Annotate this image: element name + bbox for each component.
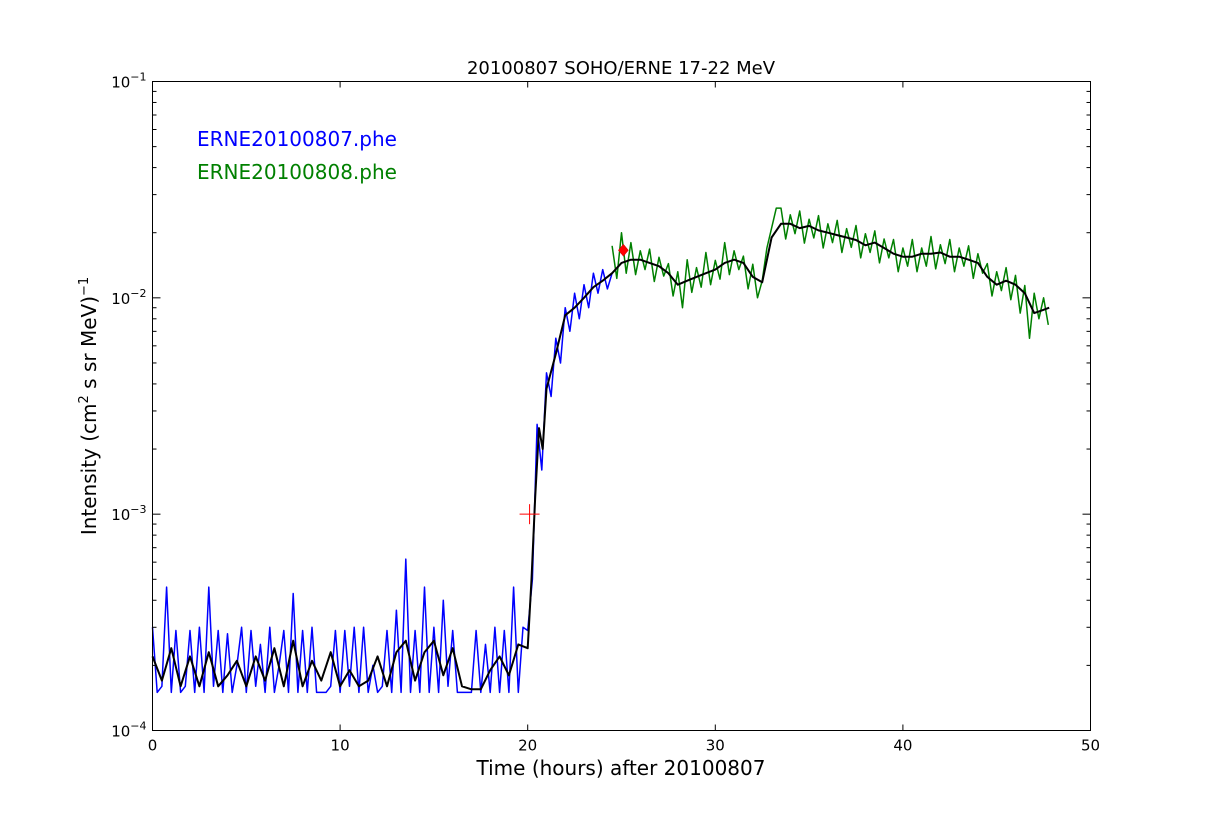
y-tick-base: 10 bbox=[111, 506, 130, 524]
legend-entry-erne20100807: ERNE20100807.phe bbox=[197, 127, 397, 151]
onset-cross-marker bbox=[519, 504, 540, 525]
plot-area bbox=[151, 207, 1050, 694]
x-tick-label: 20 bbox=[518, 737, 537, 755]
plot-frame bbox=[152, 81, 1091, 731]
y-tick-base: 10 bbox=[111, 723, 130, 741]
y-tick-label: 10−4 bbox=[111, 720, 146, 741]
y-axis-label-sup: 2 bbox=[77, 395, 92, 403]
y-axis-label-sup2: −1 bbox=[77, 277, 92, 296]
y-tick-label: 10−1 bbox=[111, 71, 146, 92]
x-tick-label: 40 bbox=[893, 737, 912, 755]
series-erne20100807-line bbox=[151, 268, 613, 694]
x-tick-label: 30 bbox=[706, 737, 725, 755]
y-tick-exp: −3 bbox=[130, 503, 146, 516]
series-smoothed-line bbox=[151, 222, 1050, 691]
x-axis-label: Time (hours) after 20100807 bbox=[476, 756, 766, 780]
y-tick-exp: −4 bbox=[130, 720, 146, 733]
y-tick-exp: −2 bbox=[130, 287, 146, 300]
x-tick-label: 50 bbox=[1081, 737, 1100, 755]
x-tick-label: 10 bbox=[331, 737, 350, 755]
series-erne20100808-line bbox=[611, 207, 1050, 340]
y-axis-label: Intensity (cm2 s sr MeV)−1 bbox=[77, 277, 101, 535]
y-axis-label-middle: s sr MeV) bbox=[77, 296, 101, 395]
y-axis-label-prefix: Intensity (cm bbox=[77, 403, 101, 535]
peak-diamond-marker bbox=[618, 243, 629, 257]
y-tick-label: 10−3 bbox=[111, 503, 146, 524]
y-tick-exp: −1 bbox=[130, 71, 146, 84]
y-tick-base: 10 bbox=[111, 74, 130, 92]
legend-entry-erne20100808: ERNE20100808.phe bbox=[197, 160, 397, 184]
y-tick-label: 10−2 bbox=[111, 287, 146, 308]
x-tick-label: 0 bbox=[148, 737, 158, 755]
chart-title: 20100807 SOHO/ERNE 17-22 MeV bbox=[467, 58, 776, 79]
y-tick-base: 10 bbox=[111, 290, 130, 308]
